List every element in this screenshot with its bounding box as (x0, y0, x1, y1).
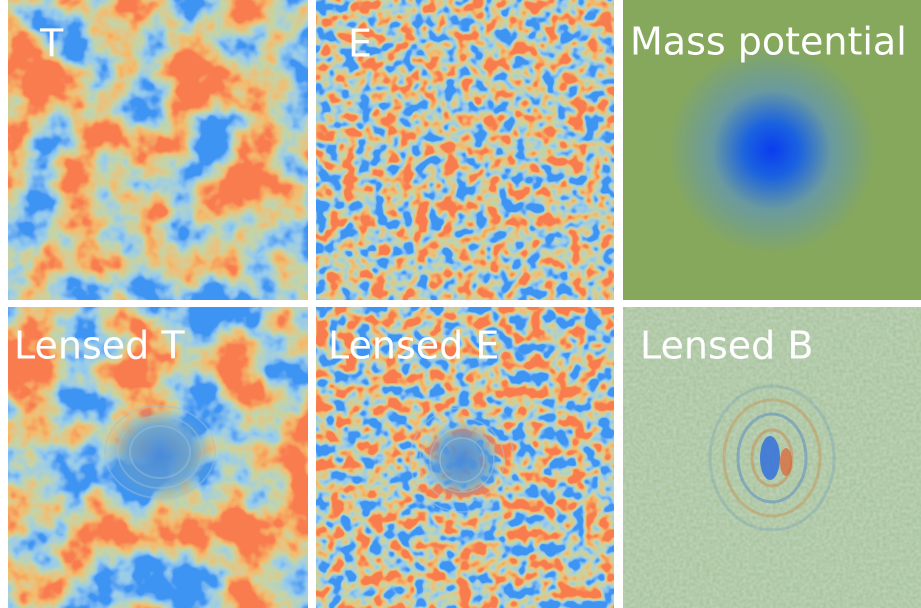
panel-label: Mass potential (630, 20, 907, 64)
lens-core (780, 448, 792, 476)
panel-label: Lensed T (14, 324, 185, 368)
panel-label: Lensed E (328, 324, 499, 368)
panel-label: Lensed B (640, 324, 813, 368)
lens-swirl (422, 420, 502, 500)
figure: T E Mass potential Lensed T Lensed E Len… (0, 0, 921, 608)
panel-label: E (348, 22, 372, 66)
lens-core (760, 436, 780, 480)
page: {"panels": [ {"label": "T"}, {"label": "… (0, 0, 921, 608)
panel-label: T (39, 22, 64, 66)
